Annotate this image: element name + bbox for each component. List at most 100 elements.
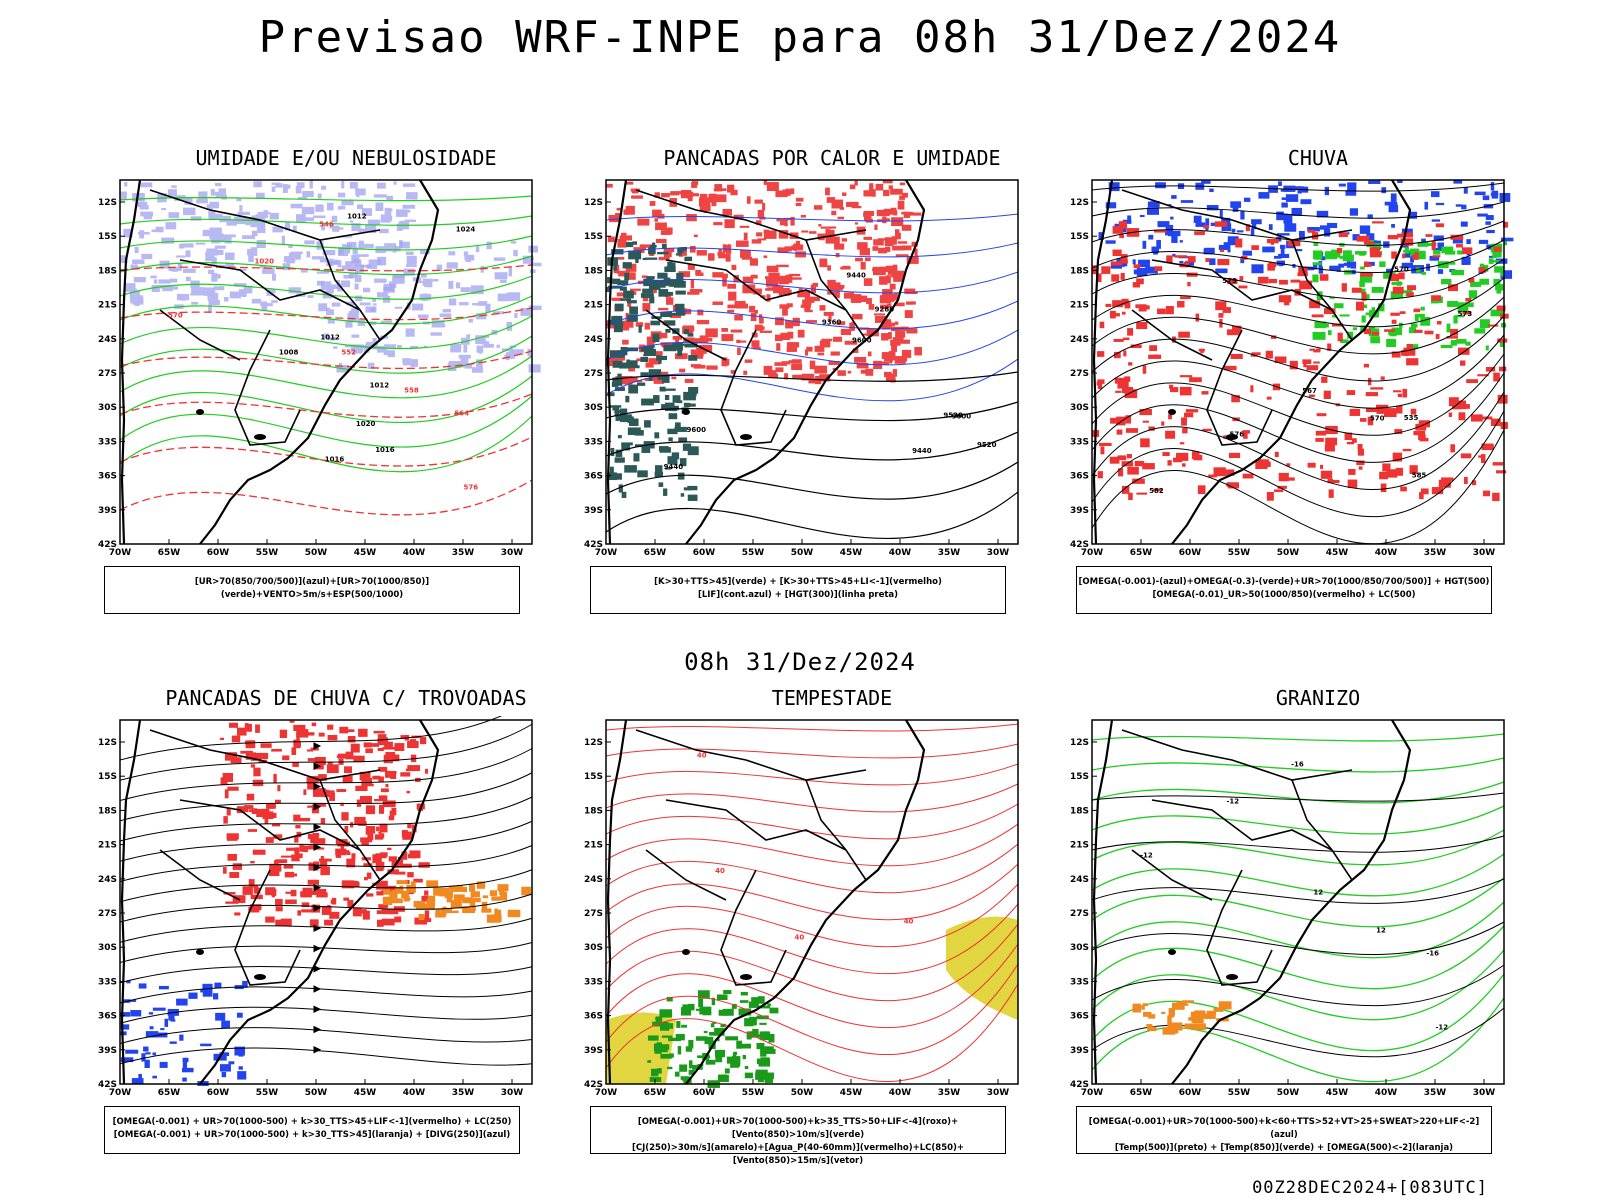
shade-cell <box>688 386 699 394</box>
shade-cell <box>1215 301 1227 311</box>
shade-cell <box>875 183 884 191</box>
shade-cell <box>303 847 308 853</box>
shade-cell <box>406 791 411 794</box>
shade-cell <box>134 246 139 254</box>
shade-cell <box>746 196 751 204</box>
shade-cell <box>683 337 695 343</box>
shade-cell <box>851 313 863 320</box>
shade-cell <box>1353 209 1358 214</box>
shade-cell <box>886 275 891 284</box>
shade-cell <box>669 1023 673 1029</box>
shade-cell <box>834 243 845 250</box>
shade-cell <box>760 1048 767 1057</box>
shade-cell <box>682 1004 689 1008</box>
shade-cell <box>421 895 433 902</box>
shade-cell <box>1346 261 1351 268</box>
shade-cell <box>505 352 510 361</box>
lat-label: 30S <box>1070 943 1089 953</box>
shade-cell <box>734 314 743 321</box>
shade-cell <box>876 209 890 217</box>
east-coast <box>199 179 440 545</box>
shade-cell <box>676 253 682 256</box>
shade-cell <box>627 314 638 322</box>
shade-cell <box>223 816 228 824</box>
border <box>1121 729 1353 781</box>
shade-cell <box>1115 390 1122 393</box>
streamline <box>119 917 533 943</box>
shade-cell <box>872 267 886 276</box>
shade-cell <box>867 351 872 357</box>
shade-cell <box>214 245 226 249</box>
shade-cell <box>1266 238 1279 244</box>
lat-label: 33S <box>1070 977 1089 987</box>
shade-cell <box>376 182 386 189</box>
shade-cell <box>410 345 418 348</box>
shade-cell <box>806 320 818 323</box>
shade-cell <box>1324 444 1335 452</box>
shade-cell <box>351 254 360 264</box>
contour-label: 9360 <box>822 318 842 326</box>
shade-cell <box>831 199 844 209</box>
shade-cell <box>1188 1017 1200 1021</box>
plot-frame <box>119 719 533 1085</box>
shade-cell <box>779 221 788 226</box>
shade-cell <box>800 304 811 308</box>
shade-cell <box>303 789 307 795</box>
contour-label: -12 <box>1436 1024 1449 1032</box>
shade-cell <box>316 847 325 850</box>
shade-cell <box>797 329 805 338</box>
lon-label: 70W <box>109 548 132 558</box>
caption-line: [OMEGA(-0.001) + UR>70(1000-500) + k>30_… <box>112 1117 512 1127</box>
shade-cell <box>238 1051 244 1057</box>
shade-cell <box>1431 241 1436 251</box>
shade-cell <box>833 336 843 342</box>
shade-cell <box>394 887 403 891</box>
shade-cell <box>1320 323 1329 328</box>
streamline-arrow <box>313 944 322 953</box>
shade-cell <box>1117 380 1129 389</box>
shade-cell <box>1437 269 1444 274</box>
lat-label: 12S <box>1070 738 1089 748</box>
shade-cell <box>1396 281 1402 286</box>
streamline-arrow <box>313 802 322 811</box>
shade-cell <box>702 344 713 353</box>
shade-cell <box>255 192 265 198</box>
shade-cell <box>380 852 388 857</box>
shade-cell <box>182 268 196 273</box>
shade-cell <box>784 246 792 252</box>
shade-cell <box>890 188 903 195</box>
shade-cell <box>1128 362 1133 366</box>
shade-cell <box>318 303 328 312</box>
shade-cell <box>1367 214 1373 219</box>
shade-cell <box>250 219 264 228</box>
shade-cell <box>357 204 364 209</box>
shade-cell <box>379 823 388 833</box>
shade-cell <box>229 872 240 878</box>
shade-cell <box>888 351 896 358</box>
shade-cell <box>306 749 314 752</box>
shade-cell <box>635 255 639 264</box>
shade-cell <box>433 887 445 896</box>
shade-cell <box>715 194 727 203</box>
shade-cell <box>152 1007 166 1011</box>
shade-cell <box>640 293 654 298</box>
shade-cell <box>914 248 918 258</box>
shade-cell <box>683 391 696 401</box>
shade-cell <box>220 737 225 741</box>
shade-cell <box>202 983 213 989</box>
shade-cell <box>1384 329 1396 332</box>
shade-cell <box>366 264 378 269</box>
shade-cell <box>1500 268 1505 277</box>
shade-cell <box>354 283 359 290</box>
shade-cell <box>1349 408 1361 416</box>
shade-cell <box>884 218 890 221</box>
shade-cell <box>714 184 723 192</box>
shade-cell <box>1267 263 1275 271</box>
shade-cell <box>805 289 811 298</box>
shade-cell <box>790 216 795 226</box>
shade-cell <box>1148 1014 1156 1019</box>
shade-cell <box>618 484 623 493</box>
lat-label: 18S <box>584 806 603 816</box>
shade-cell <box>856 362 869 369</box>
shade-cell <box>895 331 906 338</box>
